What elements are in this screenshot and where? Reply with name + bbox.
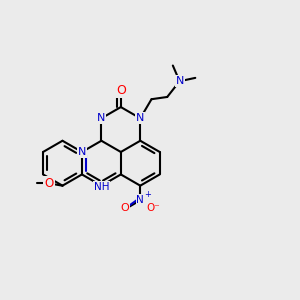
Text: O: O <box>44 177 54 190</box>
Text: NH: NH <box>94 182 109 192</box>
Text: N: N <box>97 113 106 123</box>
Text: N: N <box>136 113 145 123</box>
Text: N: N <box>136 195 144 205</box>
Text: N: N <box>78 147 86 157</box>
Text: O⁻: O⁻ <box>146 203 160 213</box>
Text: O: O <box>121 203 130 213</box>
Text: O: O <box>116 84 126 97</box>
Text: +: + <box>144 190 151 199</box>
Text: N: N <box>176 76 184 86</box>
